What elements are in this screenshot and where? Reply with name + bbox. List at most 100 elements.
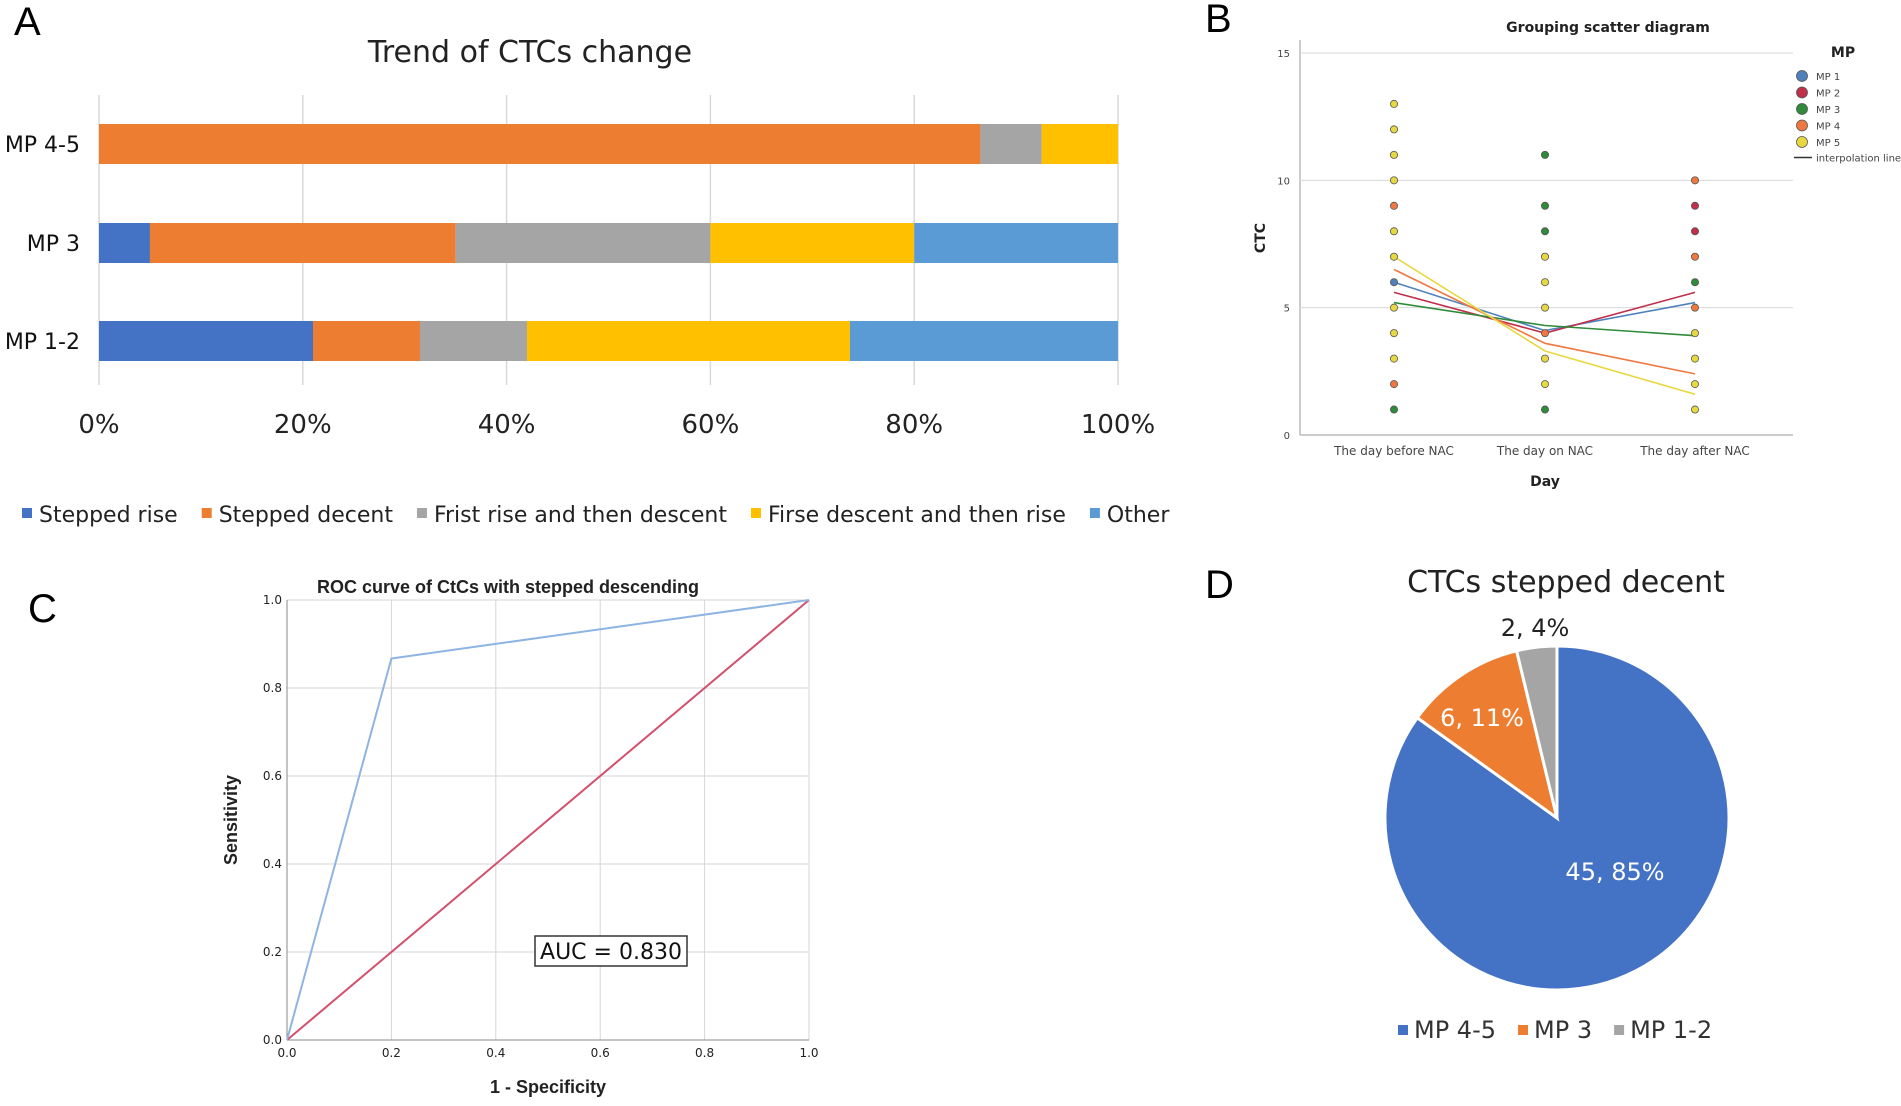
scatter-point bbox=[1390, 354, 1399, 363]
legend-item-mp-3: MP 3 bbox=[1816, 105, 1840, 116]
legend-item-firse-descent-and-then-rise: Firse descent and then rise bbox=[768, 503, 1066, 528]
scatter-point bbox=[1691, 252, 1700, 261]
legend-swatch bbox=[1398, 1025, 1408, 1035]
pie-label-mp-1-2: 2, 4% bbox=[1501, 614, 1570, 642]
bar-segment-stepped-decent bbox=[99, 124, 981, 164]
legend-item-stepped-rise: Stepped rise bbox=[39, 503, 178, 528]
chart-a-title: Trend of CTCs change bbox=[367, 35, 692, 70]
bar-segment-firse-descent-and-then-rise bbox=[526, 321, 851, 361]
y-tick-label: 0.4 bbox=[263, 857, 282, 871]
legend-swatch bbox=[22, 508, 32, 518]
bar-segment-frist-rise-and-then-descent bbox=[455, 223, 711, 263]
scatter-point bbox=[1390, 176, 1399, 185]
x-tick-label: The day on NAC bbox=[1496, 444, 1593, 458]
scatter-point bbox=[1541, 252, 1550, 261]
legend-swatch bbox=[1614, 1025, 1625, 1035]
legend-swatch bbox=[1518, 1025, 1529, 1035]
bar-segment-stepped-rise bbox=[99, 223, 150, 263]
chart-d-title: CTCs stepped decent bbox=[1407, 565, 1725, 600]
x-tick-label: The day after NAC bbox=[1639, 444, 1750, 458]
y-tick-label: 0.2 bbox=[263, 945, 282, 959]
scatter-point bbox=[1541, 150, 1550, 159]
x-tick-label: 0% bbox=[78, 410, 119, 440]
scatter-point bbox=[1390, 125, 1399, 134]
bar-segment-firse-descent-and-then-rise bbox=[1041, 124, 1118, 164]
bar-segment-other bbox=[850, 321, 1118, 361]
chart-c-xlabel: 1 - Specificity bbox=[490, 1077, 606, 1097]
roc-curve-chart: ROC curve of CtCs with stepped descendin… bbox=[221, 577, 819, 1097]
bar-segment-frist-rise-and-then-descent bbox=[419, 321, 527, 361]
legend-swatch bbox=[1089, 508, 1100, 518]
scatter-point bbox=[1541, 380, 1550, 389]
y-tick-label: 0.0 bbox=[263, 1033, 282, 1047]
scatter-point bbox=[1691, 303, 1700, 312]
y-tick-label: 1.0 bbox=[263, 593, 282, 607]
interpolation-line-mp-5 bbox=[1393, 256, 1696, 396]
legend-marker bbox=[1796, 70, 1808, 82]
pie-slice-mp-3 bbox=[1415, 649, 1560, 822]
legend-item-other: Other bbox=[1107, 503, 1170, 528]
scatter-point bbox=[1390, 227, 1399, 236]
x-tick-label: 20% bbox=[274, 410, 332, 440]
x-tick-label: 0.2 bbox=[382, 1046, 401, 1060]
bar-segment-stepped-rise bbox=[99, 321, 313, 361]
scatter-point bbox=[1390, 329, 1399, 338]
scatter-point bbox=[1691, 380, 1700, 389]
panel-label-c: C bbox=[28, 587, 57, 631]
legend-item-interpolation-line: interpolation line bbox=[1816, 154, 1901, 165]
scatter-point bbox=[1390, 278, 1399, 287]
legend-item-frist-rise-and-then-descent: Frist rise and then descent bbox=[434, 503, 727, 528]
scatter-point bbox=[1691, 405, 1700, 414]
panel-label-a: A bbox=[14, 0, 41, 44]
line-roc bbox=[286, 599, 810, 1041]
chart-c-ylabel: Sensitivity bbox=[221, 775, 241, 865]
chart-b-ylabel: CTC bbox=[1253, 223, 1269, 253]
x-tick-label: 1.0 bbox=[799, 1046, 818, 1060]
auc-box bbox=[534, 935, 688, 967]
scatter-point bbox=[1541, 227, 1550, 236]
scatter-point bbox=[1691, 329, 1700, 338]
x-tick-label: 0.4 bbox=[486, 1046, 505, 1060]
chart-b-xlabel: Day bbox=[1530, 474, 1560, 490]
scatter-point bbox=[1691, 227, 1700, 236]
scatter-point bbox=[1541, 278, 1550, 287]
y-tick-label: 0.8 bbox=[263, 681, 282, 695]
legend-marker bbox=[1796, 86, 1808, 99]
x-tick-label: 0.0 bbox=[277, 1046, 296, 1060]
scatter-point bbox=[1390, 252, 1399, 261]
x-tick-label: The day before NAC bbox=[1333, 444, 1454, 458]
chart-b-legend-title: MP bbox=[1831, 45, 1855, 61]
pie-chart: CTCs stepped decent 45, 85% 6, 11% 2, 4% M… bbox=[1383, 565, 1731, 1044]
legend-item-mp-5: MP 5 bbox=[1816, 138, 1840, 149]
interpolation-line-mp-3 bbox=[1393, 301, 1696, 337]
legend-swatch bbox=[416, 508, 427, 518]
legend-marker bbox=[1796, 136, 1808, 148]
legend-item-mp-1-2: MP 1-2 bbox=[1630, 1016, 1712, 1044]
scatter-point bbox=[1390, 99, 1399, 108]
bar-segment-stepped-decent bbox=[149, 223, 456, 263]
scatter-point bbox=[1541, 405, 1550, 414]
interpolation-line-mp-4 bbox=[1393, 268, 1696, 375]
x-tick-label: 40% bbox=[478, 410, 536, 440]
x-tick-label: 0.8 bbox=[695, 1046, 714, 1060]
bar-segment-other bbox=[914, 223, 1118, 263]
x-tick-label: 100% bbox=[1081, 410, 1155, 440]
bar-segment-frist-rise-and-then-descent bbox=[980, 124, 1042, 164]
category-label: MP 3 bbox=[27, 232, 80, 257]
scatter-point bbox=[1541, 303, 1550, 312]
category-label: MP 1-2 bbox=[5, 330, 80, 355]
legend-item-mp-4: MP 4 bbox=[1816, 122, 1840, 133]
y-tick-label: 15 bbox=[1277, 49, 1290, 60]
scatter-point bbox=[1691, 354, 1700, 363]
scatter-point bbox=[1691, 176, 1700, 185]
scatter-point bbox=[1541, 329, 1550, 338]
scatter-point bbox=[1390, 201, 1399, 210]
scatter-point bbox=[1691, 278, 1700, 287]
y-tick-label: 0.6 bbox=[263, 769, 282, 783]
y-tick-label: 5 bbox=[1284, 304, 1290, 315]
legend-item-mp-4-5: MP 4-5 bbox=[1414, 1016, 1496, 1044]
x-tick-label: 60% bbox=[682, 410, 740, 440]
scatter-point bbox=[1541, 354, 1550, 363]
scatter-point bbox=[1390, 405, 1399, 414]
